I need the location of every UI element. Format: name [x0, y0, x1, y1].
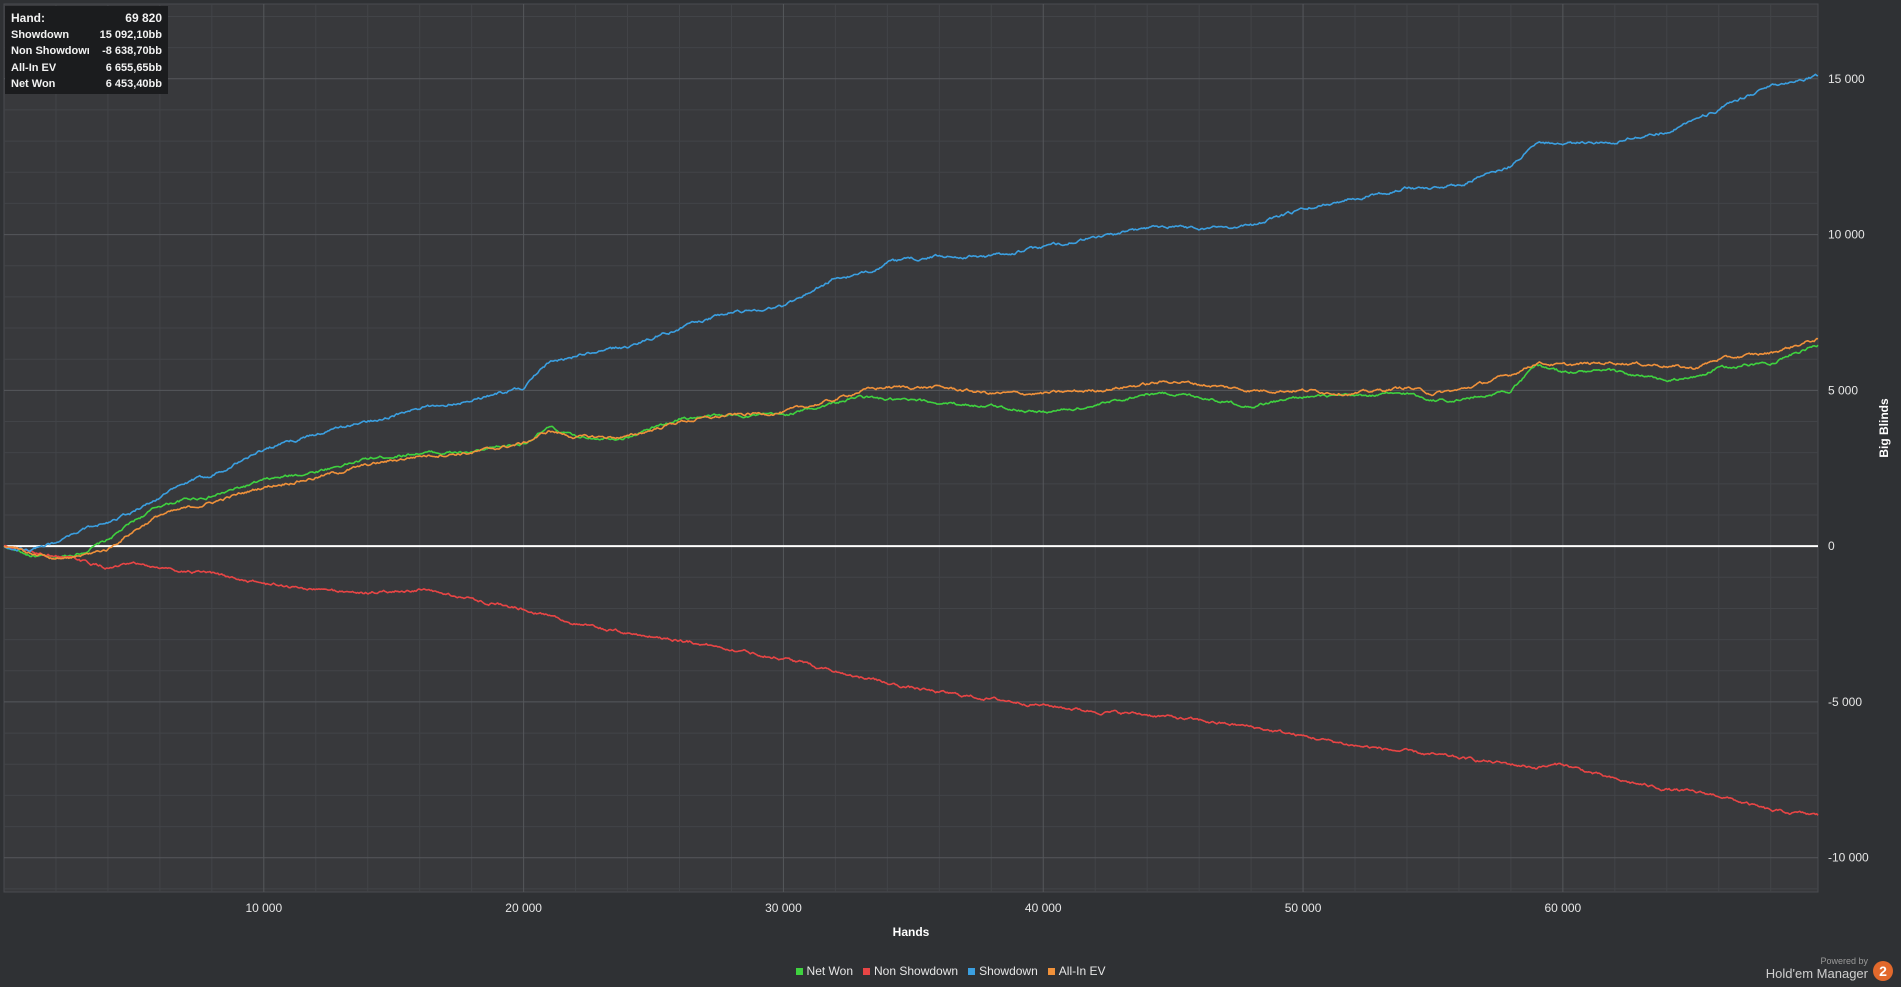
series-line-non-showdown [3, 544, 1819, 816]
legend-label: Non Showdown [874, 964, 959, 978]
plot-area [3, 3, 1819, 893]
legend-swatch [1047, 967, 1055, 975]
legend-label: All-In EV [1058, 964, 1106, 978]
stat-row-non-showdown: Non Showdown -8 638,70bb [11, 43, 162, 60]
product-name: Hold'em Manager [1765, 966, 1868, 981]
y-tick-label: 5 000 [1828, 383, 1858, 397]
x-tick-label: 10 000 [245, 901, 282, 915]
legend-swatch [863, 967, 870, 975]
x-tick-label: 40 000 [1025, 901, 1062, 915]
powered-by-text: Powered by [1820, 956, 1868, 966]
x-axis-title: Hands [893, 925, 930, 939]
stat-value: 6 655,65bb [105, 61, 162, 74]
legend-item-non-showdown[interactable]: Non Showdown [863, 964, 958, 978]
x-tick-label: 20 000 [505, 901, 542, 915]
series-line-net-won [3, 344, 1819, 559]
chart-legend: Net Won Non Showdown Showdown All-In EV [0, 964, 1901, 978]
stat-row-hand: Hand: 69 820 [11, 10, 162, 27]
y-axis-title: Big Blinds [1877, 398, 1891, 458]
stat-row-net-won: Net Won 6 453,40bb [11, 76, 162, 93]
legend-item-net-won[interactable]: Net Won [795, 964, 853, 978]
legend-swatch [968, 967, 976, 975]
stat-label: Net Won [11, 78, 56, 90]
stat-value: -8 638,70bb [102, 45, 162, 57]
hem2-logo-icon: 2 [1873, 961, 1893, 981]
stat-label: Non Showdown [11, 45, 89, 57]
series-line-all-in-ev [3, 337, 1819, 560]
stat-label: Showdown [11, 28, 70, 41]
stat-value: 6 453,40bb [105, 78, 162, 90]
y-tick-label: 0 [1828, 539, 1835, 553]
y-tick-label: 10 000 [1828, 228, 1865, 242]
stat-label: Hand: [11, 11, 45, 25]
legend-label: Showdown [979, 964, 1038, 978]
stat-label: All-In EV [11, 61, 57, 74]
stat-value: 15 092,10bb [99, 28, 162, 41]
y-tick-label: -10 000 [1828, 851, 1869, 865]
legend-swatch [795, 967, 803, 975]
x-tick-label: 30 000 [765, 901, 802, 915]
legend-label: Net Won [806, 964, 853, 978]
stat-row-all-in-ev: All-In EV 6 655,65bb [11, 60, 162, 77]
y-tick-label: -5 000 [1828, 695, 1862, 709]
x-tick-label: 60 000 [1545, 901, 1582, 915]
y-tick-label: 15 000 [1828, 72, 1865, 86]
stat-row-showdown: Showdown 15 092,10bb [11, 27, 162, 44]
series-line-showdown [3, 73, 1819, 553]
legend-item-all-in-ev[interactable]: All-In EV [1047, 964, 1106, 978]
x-tick-label: 50 000 [1285, 901, 1322, 915]
stat-value: 69 820 [125, 11, 162, 25]
stats-tooltip: Hand: 69 820 Showdown 15 092,10bb Non Sh… [5, 6, 168, 94]
branding: Powered by Hold'em Manager 2 [1766, 956, 1893, 981]
legend-item-showdown[interactable]: Showdown [968, 964, 1038, 978]
